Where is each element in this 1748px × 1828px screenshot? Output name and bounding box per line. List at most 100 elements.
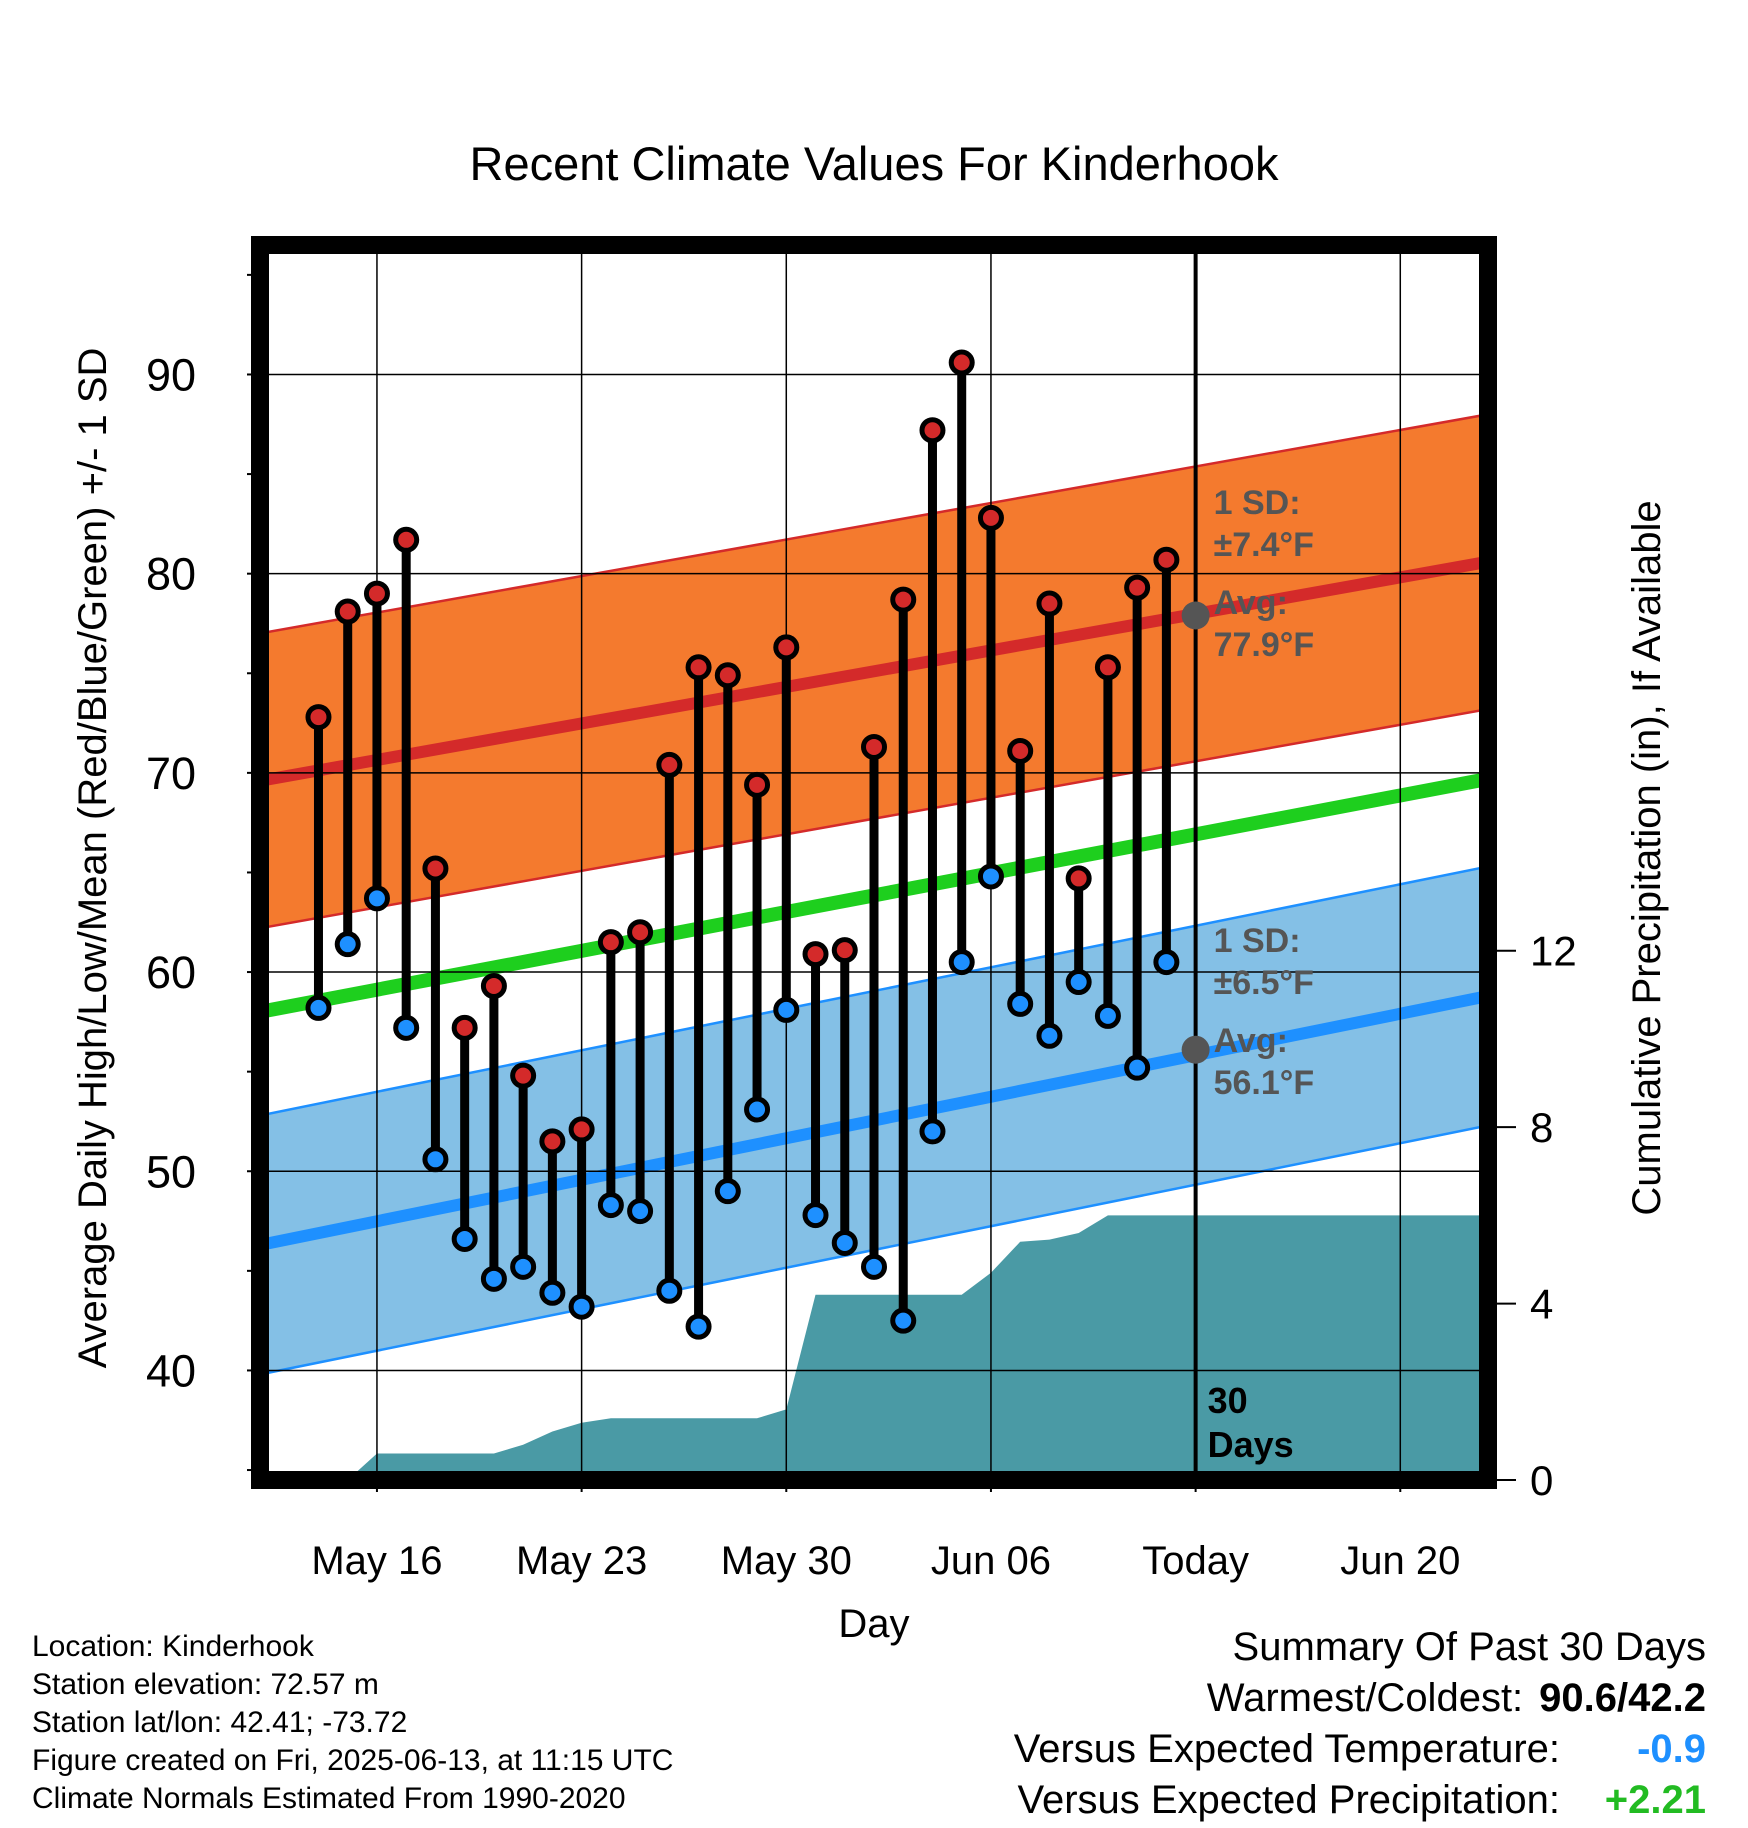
normal-high-line	[260, 555, 1488, 787]
summary-panel: Summary Of Past 30 Days Warmest/Coldest:…	[1014, 1622, 1706, 1826]
y2-tick-label: 4	[1530, 1281, 1553, 1328]
daily-high-point	[305, 704, 332, 731]
daily-low-point	[422, 1146, 449, 1173]
daily-high-point	[1065, 865, 1092, 892]
temp-value: -0.9	[1637, 1727, 1706, 1771]
y2-tick-label: 0	[1530, 1457, 1553, 1504]
station-info: Location: Kinderhook Station elevation: …	[32, 1628, 673, 1818]
precip-label: Versus Expected Precipitation:	[1017, 1778, 1560, 1822]
daily-low-point	[685, 1313, 712, 1340]
high-normal-avg-label: Avg:	[1214, 584, 1288, 622]
latlon-text: Station lat/lon: 42.41; -73.72	[32, 1706, 408, 1739]
daily-low-point	[597, 1192, 624, 1219]
y2-tick-label: 12	[1530, 928, 1577, 975]
daily-low-point	[539, 1279, 566, 1306]
daily-high-point	[656, 751, 683, 778]
daily-low-point	[1065, 969, 1092, 996]
high-normal-sd-label: 1 SD:	[1214, 484, 1301, 522]
high-normal-sd-value: ±7.4°F	[1214, 526, 1314, 564]
x-axis-label: Day	[838, 1602, 909, 1646]
y-tick-label: 50	[146, 1146, 196, 1197]
daily-high-point	[714, 662, 741, 689]
daily-low-point	[890, 1307, 917, 1334]
y2-tick-label: 8	[1530, 1104, 1553, 1151]
daily-high-point	[744, 771, 771, 798]
low-normal-sd-value: ±6.5°F	[1214, 964, 1314, 1002]
daily-high-point	[451, 1014, 478, 1041]
normals-text: Climate Normals Estimated From 1990-2020	[32, 1782, 626, 1815]
daily-high-point	[393, 526, 420, 553]
daily-low-point	[1124, 1054, 1151, 1081]
today-low-normal-marker	[1181, 1035, 1210, 1064]
low-normal-avg-value: 56.1°F	[1214, 1064, 1315, 1102]
today-high-normal-marker	[1181, 601, 1210, 630]
daily-low-point	[1094, 1002, 1121, 1029]
chart-title: Recent Climate Values For Kinderhook	[470, 137, 1279, 190]
daily-low-point	[1007, 990, 1034, 1017]
daily-low-point	[948, 949, 975, 976]
daily-high-point	[890, 586, 917, 613]
daily-high-point	[510, 1062, 537, 1089]
low-normal-avg-label: Avg:	[1214, 1022, 1288, 1060]
y-tick-label: 80	[146, 549, 196, 600]
summary-temp: Versus Expected Temperature: -0.9	[1014, 1724, 1706, 1775]
high-normal-avg-value: 77.9°F	[1214, 626, 1315, 664]
daily-high-point	[480, 973, 507, 999]
summary-title: Summary Of Past 30 Days	[1232, 1625, 1706, 1669]
x-tick-label: May 16	[311, 1539, 442, 1583]
days-count-label: 30	[1208, 1380, 1248, 1421]
plot-area: 1 SD: ±7.4°F Avg: 77.9°F 1 SD: ±6.5°F Avg: 56.1…	[146, 236, 1577, 1583]
daily-low-point	[363, 885, 390, 912]
elevation-text: Station elevation: 72.57 m	[32, 1668, 379, 1701]
daily-high-point	[1094, 654, 1121, 681]
location-text: Location: Kinderhook	[32, 1630, 314, 1663]
daily-high-point	[802, 941, 829, 968]
days-word-label: Days	[1208, 1424, 1294, 1465]
x-tick-label: May 23	[516, 1539, 647, 1583]
daily-high-point	[1153, 546, 1180, 573]
daily-low-point	[480, 1265, 507, 1292]
daily-low-point	[451, 1225, 478, 1252]
daily-low-point	[744, 1096, 771, 1123]
daily-low-point	[568, 1293, 595, 1320]
daily-low-point	[334, 931, 361, 958]
daily-low-point	[802, 1202, 829, 1229]
created-text: Figure created on Fri, 2025-06-13, at 11…	[32, 1744, 674, 1777]
daily-high-point	[1036, 590, 1063, 617]
daily-low-point	[656, 1277, 683, 1304]
daily-high-point	[627, 919, 654, 946]
daily-high-point	[539, 1128, 566, 1155]
y-tick-label: 60	[146, 947, 196, 998]
y2-axis-label: Cumulative Precipitation (in), If Availa…	[1625, 500, 1669, 1215]
y-axis-label: Average Daily High/Low/Mean (Red/Blue/Gr…	[71, 348, 115, 1369]
daily-low-point	[977, 863, 1004, 890]
plot-frame	[251, 236, 1497, 1489]
daily-high-point	[363, 580, 390, 607]
y-tick-label: 90	[146, 349, 196, 400]
daily-high-point	[597, 929, 624, 956]
plot-content	[260, 245, 1488, 1480]
daily-high-point	[831, 937, 858, 964]
daily-low-point	[305, 994, 332, 1021]
daily-low-point	[861, 1253, 887, 1280]
warm-cold-label: Warmest/Coldest:	[1206, 1676, 1524, 1720]
daily-low-point	[510, 1253, 537, 1280]
daily-high-point	[861, 733, 887, 760]
precipitation-area	[347, 1215, 1488, 1480]
daily-low-point	[919, 1118, 946, 1145]
y-tick-label: 70	[146, 748, 196, 799]
daily-high-point	[977, 504, 1004, 531]
daily-high-point	[1124, 574, 1151, 601]
daily-high-point	[773, 634, 800, 661]
daily-high-point	[685, 654, 712, 681]
daily-low-point	[714, 1178, 741, 1205]
x-tick-label: May 30	[721, 1539, 852, 1583]
summary-warm-cold: Warmest/Coldest: 90.6/42.2	[1014, 1673, 1706, 1724]
daily-high-point	[568, 1116, 595, 1143]
summary-precip: Versus Expected Precipitation: +2.21	[1014, 1775, 1706, 1826]
x-tick-label: Jun 06	[931, 1539, 1051, 1583]
daily-low-point	[627, 1198, 654, 1225]
daily-high-point	[919, 417, 946, 444]
daily-low-point	[1036, 1022, 1063, 1049]
daily-low-point	[831, 1229, 858, 1256]
